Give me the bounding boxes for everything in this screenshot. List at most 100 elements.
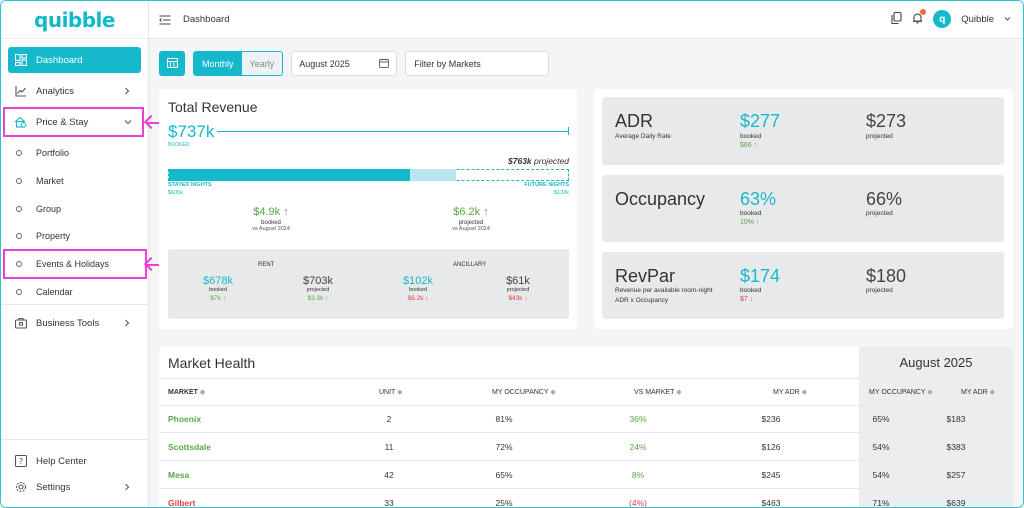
- ancillary-projected: $61k projected $43k ↓: [506, 275, 530, 302]
- col-header-unit[interactable]: UNIT ◆: [379, 389, 403, 396]
- chevron-down-icon[interactable]: [1004, 14, 1011, 25]
- arrow-up-icon: ↑: [280, 206, 289, 218]
- ancillary-label: ANCILLARY: [453, 262, 487, 268]
- calendar-icon: [166, 57, 178, 70]
- cell-occ: 81%: [495, 414, 513, 424]
- col-header-my-occupancy[interactable]: MY OCCUPANCY ◆: [492, 389, 556, 396]
- sidebar-divider: [1, 439, 149, 440]
- kpi-description: Revenue per available room-night: [615, 287, 713, 294]
- yearly-tab[interactable]: Yearly: [241, 52, 283, 75]
- cell-m-adr: $639: [946, 498, 966, 508]
- logo[interactable]: quibble: [1, 1, 148, 39]
- sidebar-subitem-events-holidays[interactable]: Events & Holidays: [3, 249, 147, 279]
- top-bar: Dashboard q Quibble: [149, 1, 1023, 39]
- table-row[interactable]: Mesa 42 65% 8% $245 54% $257: [159, 461, 1013, 489]
- toolbar: Monthly Yearly August 2025 Filter by Mar…: [159, 51, 550, 76]
- kpi-card-revpar: RevPar Revenue per available room-night …: [602, 252, 1004, 319]
- stayed-nights-fill: [169, 169, 410, 181]
- cell-market[interactable]: Scottsdale: [168, 442, 211, 452]
- cell-adr: $126: [761, 442, 781, 452]
- sidebar-item-label: Dashboard: [36, 54, 83, 66]
- sidebar-item-business-tools[interactable]: Business Tools: [8, 310, 141, 336]
- cell-market[interactable]: Gilbert: [168, 498, 196, 508]
- copy-icon[interactable]: [891, 11, 902, 27]
- cell-m-adr: $257: [946, 470, 966, 480]
- chevron-right-icon: [121, 481, 133, 493]
- kpi-card-occupancy: Occupancy 63% booked 10% ↑ 66% projected: [602, 175, 1004, 242]
- stayed-nights-label: STAYED NIGHTS: [168, 182, 212, 188]
- cell-vs: (4%): [629, 498, 647, 508]
- gear-icon: [14, 481, 27, 494]
- sidebar-subitem-property[interactable]: Property: [8, 225, 141, 247]
- total-booked-value: $737k: [168, 122, 215, 141]
- cell-m-adr: $183: [946, 414, 966, 424]
- total-revenue-title: Total Revenue: [168, 99, 258, 115]
- sidebar-subitem-group[interactable]: Group: [8, 198, 141, 220]
- monthly-tab[interactable]: Monthly: [194, 52, 242, 75]
- sidebar: quibble Dashboard Analytics Price & Stay…: [1, 1, 149, 507]
- sidebar-subitem-market[interactable]: Market: [8, 170, 141, 192]
- sidebar-item-analytics[interactable]: Analytics: [8, 78, 141, 104]
- sidebar-subitem-calendar[interactable]: Calendar: [8, 281, 141, 303]
- date-value: August 2025: [299, 58, 350, 69]
- kpi-projected-label: projected: [866, 210, 893, 217]
- col-header-market[interactable]: MARKET ◆: [168, 389, 206, 396]
- kpi-booked-value: 63%: [740, 189, 777, 209]
- sidebar-item-settings[interactable]: Settings: [8, 474, 141, 500]
- cell-m-occ: 54%: [872, 470, 890, 480]
- kpi-delta: $66 ↑: [740, 142, 758, 149]
- divider: [159, 378, 859, 379]
- table-row[interactable]: Phoenix 2 81% 36% $236 65% $183: [159, 405, 1013, 433]
- kpi-name: ADR: [615, 111, 654, 131]
- market-health-title: Market Health: [168, 355, 256, 371]
- bullet-icon: [16, 233, 22, 239]
- dashboard-icon: [14, 54, 27, 67]
- sidebar-item-dashboard[interactable]: Dashboard: [8, 47, 141, 73]
- col-header-vs-market[interactable]: VS MARKET ◆: [634, 389, 682, 396]
- chevron-right-icon: [121, 85, 133, 97]
- bell-icon[interactable]: [912, 8, 927, 27]
- cell-vs: 36%: [629, 414, 647, 424]
- sidebar-item-label: Price & Stay: [36, 116, 89, 128]
- cell-m-occ: 54%: [872, 442, 890, 452]
- cell-market[interactable]: Phoenix: [168, 414, 202, 424]
- bullet-icon: [16, 289, 22, 295]
- page-title: Dashboard: [183, 14, 230, 25]
- avatar[interactable]: q: [933, 10, 952, 28]
- col-header-my-adr[interactable]: MY ADR ◆: [773, 389, 808, 396]
- total-line-end: [568, 127, 569, 135]
- user-name[interactable]: Quibble: [961, 13, 994, 25]
- kpi-booked-label: booked: [740, 287, 762, 294]
- col-header-market-occupancy[interactable]: MY OCCUPANCY ◆: [869, 389, 933, 396]
- col-header-market-adr[interactable]: MY ADR ◆: [961, 389, 996, 396]
- date-picker[interactable]: August 2025: [291, 51, 398, 76]
- market-filter-input[interactable]: Filter by Markets: [405, 51, 550, 76]
- period-column-group: [859, 347, 1013, 507]
- cell-m-adr: $383: [946, 442, 966, 452]
- rent-label: RENT: [258, 262, 275, 268]
- cell-adr: $236: [761, 414, 781, 424]
- calendar-view-button[interactable]: [159, 51, 185, 76]
- cell-market[interactable]: Mesa: [168, 470, 190, 480]
- sidebar-subitem-portfolio[interactable]: Portfolio: [8, 142, 141, 164]
- table-row[interactable]: Gilbert 33 25% (4%) $463 71% $639: [159, 489, 1013, 508]
- kpi-booked-label: booked: [740, 133, 762, 140]
- divider: [159, 405, 1013, 406]
- cell-vs: 24%: [629, 442, 647, 452]
- total-projected: $763k projected: [508, 156, 569, 166]
- total-line: [217, 131, 569, 132]
- stayed-nights-value: $605k: [168, 190, 183, 196]
- cell-m-occ: 71%: [872, 498, 890, 508]
- rent-ancillary-box: RENT ANCILLARY $678k booked $7k ↑ $703k …: [168, 249, 569, 319]
- bullet-icon: [16, 178, 22, 184]
- table-row[interactable]: Scottsdale 11 72% 24% $126 54% $383: [159, 433, 1013, 461]
- help-icon: ?: [14, 455, 27, 468]
- projected-delta-label: projected: [458, 220, 484, 226]
- sidebar-item-price-stay[interactable]: Price & Stay: [3, 107, 144, 137]
- ancillary-booked: $102k booked $6.2k ↓: [403, 275, 433, 302]
- sidebar-item-help-center[interactable]: ? Help Center: [8, 448, 141, 474]
- revenue-progress-bar: [168, 169, 569, 181]
- menu-collapse-icon[interactable]: [159, 14, 171, 26]
- projected-delta: $6.2k ↑: [453, 206, 489, 218]
